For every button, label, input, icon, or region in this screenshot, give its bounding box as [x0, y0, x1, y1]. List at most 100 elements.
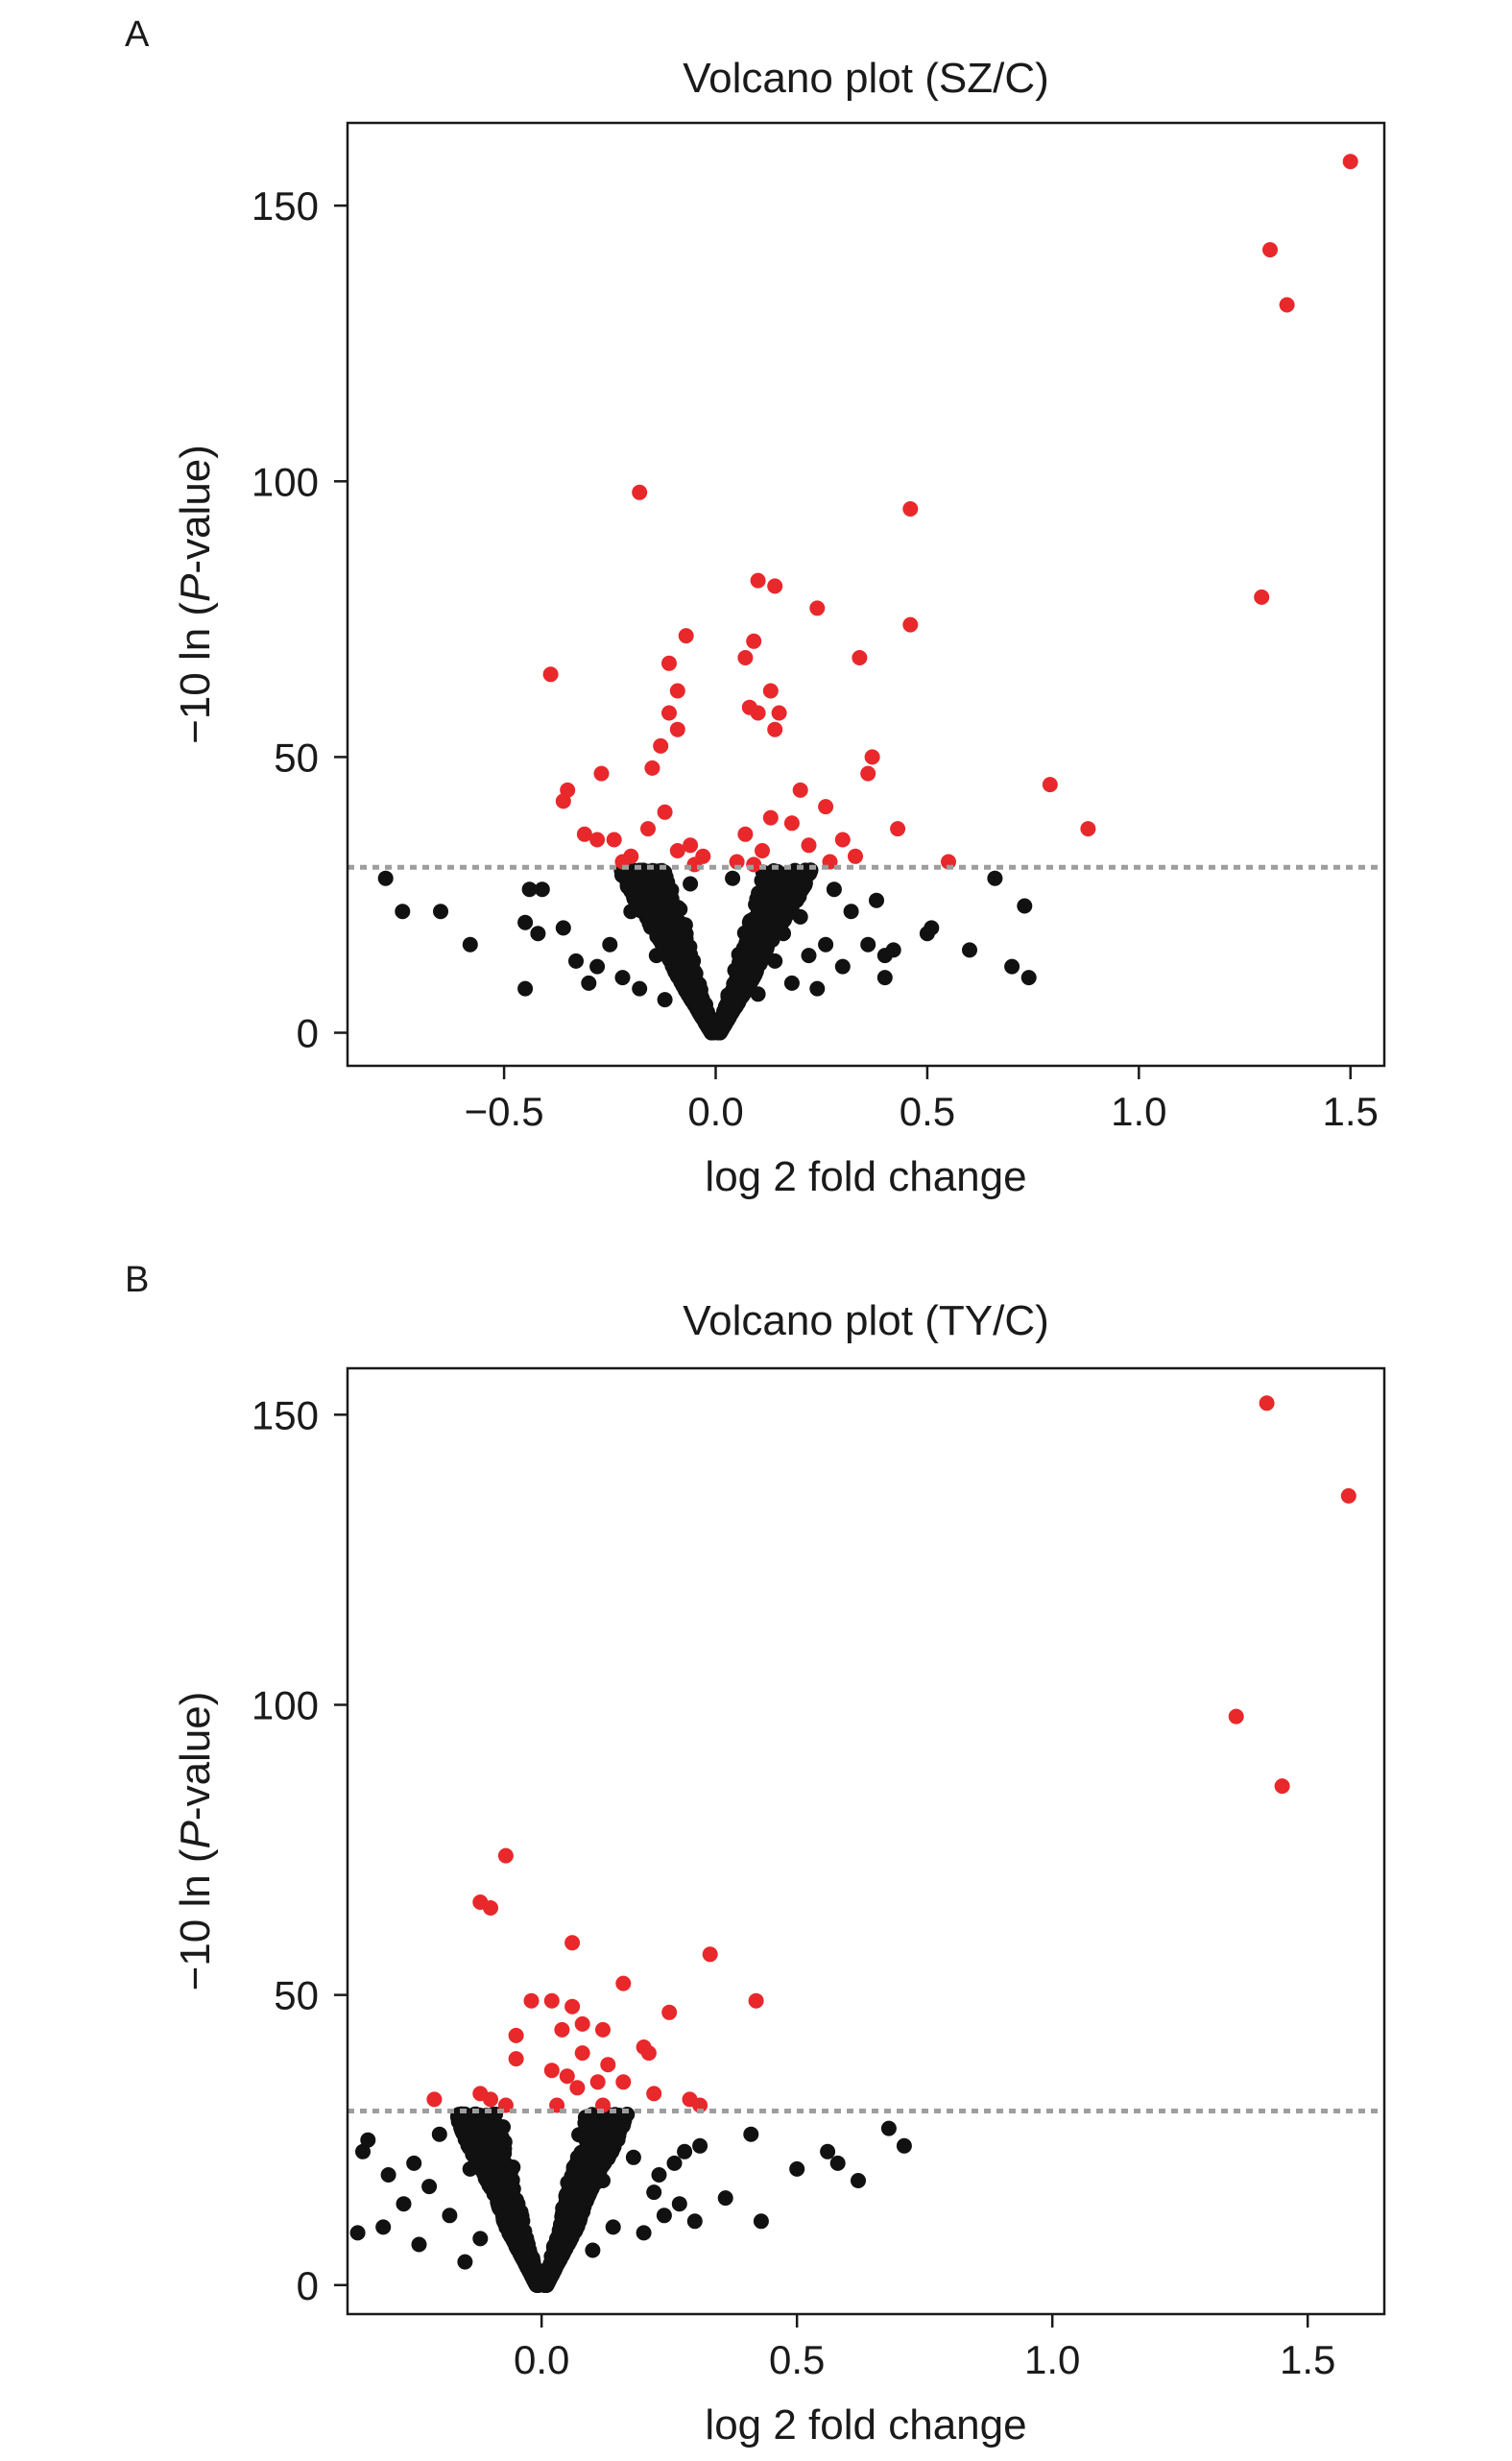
point-not-significant [987, 870, 1003, 886]
x-tick-label: −0.5 [465, 1089, 544, 1134]
point-significant [644, 760, 660, 776]
point-not-significant [741, 914, 757, 930]
point-not-significant [660, 881, 676, 898]
point-not-significant [675, 954, 691, 971]
point-not-significant [667, 913, 684, 929]
point-significant [661, 705, 677, 721]
point-significant [902, 501, 919, 517]
point-not-significant [809, 980, 826, 997]
point-significant [746, 857, 762, 873]
y-axis-label-part: P [172, 573, 219, 602]
point-significant [589, 832, 606, 848]
point-significant [848, 848, 863, 864]
point-significant [902, 616, 919, 633]
x-tick-label: 0.5 [900, 1089, 955, 1134]
point-not-significant [763, 870, 780, 886]
point-not-significant [728, 997, 744, 1013]
point-not-significant [716, 1002, 732, 1019]
point-not-significant [711, 1024, 728, 1040]
y-tick-label: 50 [274, 735, 319, 780]
panel-letter: B [125, 1260, 149, 1300]
point-not-significant [924, 920, 940, 936]
point-not-significant [657, 992, 673, 1008]
point-not-significant [581, 975, 597, 991]
point-significant [746, 633, 762, 649]
point-significant [542, 666, 559, 683]
point-not-significant [700, 1014, 716, 1030]
point-not-significant [433, 904, 448, 920]
point-significant [792, 782, 808, 798]
chart-title: Volcano plot (TY/C) [683, 1297, 1049, 1344]
y-tick-label: 0 [297, 1011, 319, 1056]
point-not-significant [521, 881, 538, 898]
point-not-significant [800, 867, 815, 883]
point-not-significant [647, 876, 663, 892]
point-significant [593, 765, 610, 782]
point-not-significant [818, 936, 834, 953]
point-not-significant [568, 953, 584, 969]
dense-point-cloud [613, 862, 819, 1041]
point-not-significant [750, 986, 766, 1002]
point-not-significant [789, 883, 805, 900]
point-significant [762, 683, 779, 699]
x-tick-label: 0.0 [687, 1089, 743, 1134]
point-not-significant [725, 870, 741, 886]
x-tick-label: 1.0 [1111, 1089, 1166, 1134]
point-not-significant [517, 914, 534, 930]
point-significant [640, 821, 656, 837]
point-not-significant [780, 867, 796, 883]
point-significant [737, 826, 754, 842]
point-not-significant [643, 912, 660, 929]
point-not-significant [589, 958, 606, 975]
point-significant [678, 628, 694, 644]
point-not-significant [767, 953, 783, 969]
point-not-significant [648, 948, 664, 964]
point-significant [767, 578, 783, 594]
non-significant-points [377, 870, 1037, 1019]
point-significant [767, 721, 783, 737]
point-significant [632, 484, 648, 500]
point-significant [890, 821, 906, 837]
point-not-significant [684, 965, 701, 981]
point-not-significant [614, 970, 631, 986]
point-not-significant [758, 887, 775, 903]
point-significant [737, 650, 754, 665]
point-not-significant [843, 904, 859, 920]
panel-letter: A [125, 14, 150, 55]
point-not-significant [656, 906, 672, 923]
point-not-significant [683, 876, 699, 892]
point-not-significant [395, 904, 411, 920]
point-significant [576, 826, 592, 842]
point-not-significant [753, 931, 769, 948]
plot-area [349, 1395, 1356, 2293]
dense-point-cloud [450, 2106, 636, 2293]
point-significant [1279, 297, 1295, 313]
point-significant [683, 837, 699, 854]
point-significant [1262, 242, 1278, 258]
x-axis-label: log 2 fold change [705, 1153, 1026, 1200]
point-not-significant [885, 942, 901, 958]
point-not-significant [674, 975, 690, 991]
point-not-significant [876, 970, 893, 986]
point-significant [1342, 154, 1358, 170]
point-not-significant [741, 941, 757, 957]
point-not-significant [1004, 958, 1020, 975]
point-significant [809, 600, 826, 616]
point-not-significant [860, 936, 876, 953]
y-tick-label: 100 [252, 459, 319, 504]
point-not-significant [772, 882, 788, 898]
point-significant [762, 809, 779, 826]
y-axis-label: −10 ln (P-value) [172, 445, 219, 744]
point-significant [750, 705, 766, 721]
point-not-significant [792, 908, 808, 925]
point-not-significant [530, 926, 546, 942]
point-significant [834, 832, 851, 848]
point-significant [818, 799, 834, 815]
point-significant [657, 804, 673, 820]
point-not-significant [826, 881, 842, 898]
point-not-significant [602, 936, 618, 953]
significant-points [542, 154, 1358, 873]
plot-frame [346, 121, 1386, 1068]
